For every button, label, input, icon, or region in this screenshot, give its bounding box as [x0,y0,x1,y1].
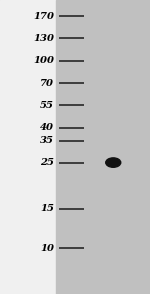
Text: 100: 100 [33,56,54,65]
Text: 70: 70 [40,79,54,88]
Text: 10: 10 [40,244,54,253]
Ellipse shape [106,158,121,167]
Text: 35: 35 [40,136,54,145]
Text: 15: 15 [40,204,54,213]
Text: 55: 55 [40,101,54,110]
Bar [56,0,150,294]
Bar [0,0,56,294]
Text: 130: 130 [33,34,54,43]
Text: 170: 170 [33,12,54,21]
Text: 40: 40 [40,123,54,132]
Text: 25: 25 [40,158,54,167]
